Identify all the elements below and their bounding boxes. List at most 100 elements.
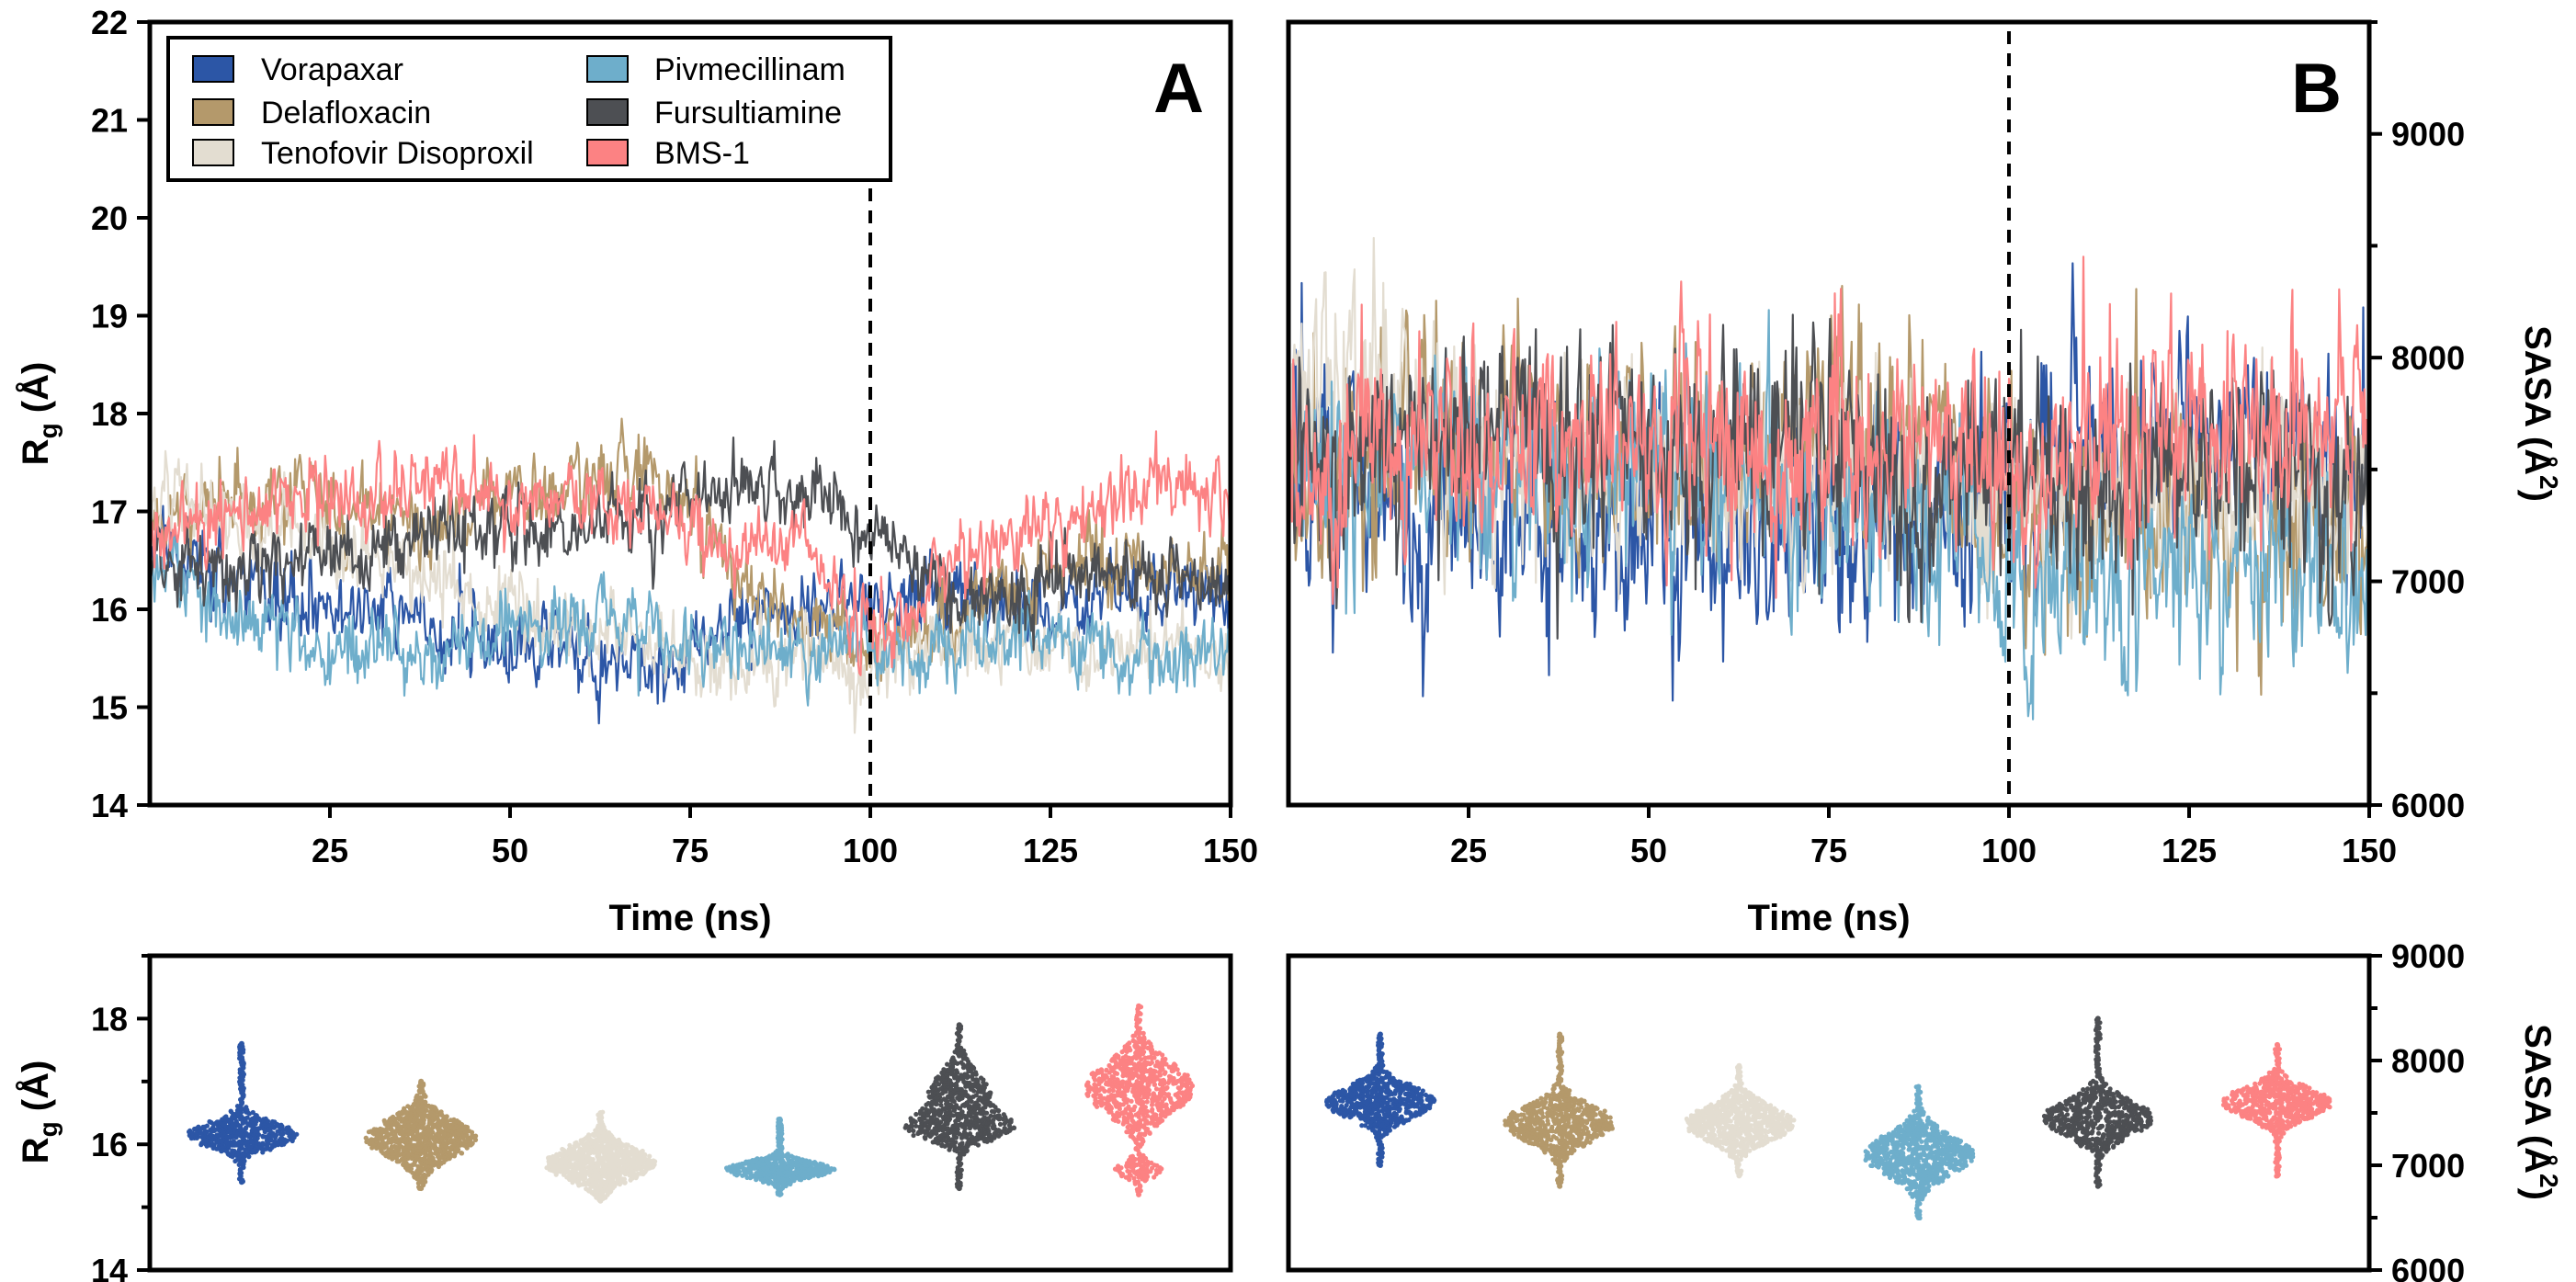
panel-rg-dist-point bbox=[972, 1070, 978, 1075]
panel-rg-dist-point bbox=[278, 1122, 284, 1128]
panel-rg-dist-point bbox=[459, 1151, 464, 1156]
panel-rg-dist-point bbox=[945, 1061, 950, 1067]
panel-rg-dist-y-label: Rg (Å) bbox=[15, 1061, 62, 1164]
panel-rg-dist-point bbox=[231, 1139, 236, 1144]
panel-rg-dist-point bbox=[1172, 1061, 1177, 1067]
panel-b-letter: B bbox=[2291, 50, 2342, 128]
panel-b-x-tick-label: 50 bbox=[1630, 832, 1667, 869]
panel-b-y-label-sup: 2 bbox=[2535, 475, 2563, 490]
panel-rg-dist-point bbox=[969, 1118, 974, 1124]
panel-rg-dist-point-min bbox=[597, 1197, 604, 1204]
panel-b-x-tick-label: 25 bbox=[1450, 832, 1487, 869]
panel-rg-dist-point-min bbox=[418, 1186, 425, 1192]
panel-rg-dist-point bbox=[785, 1152, 790, 1158]
panel-rg-dist-y-label-main: R bbox=[16, 1137, 56, 1163]
panel-b-series-bms-1 bbox=[1287, 255, 2371, 606]
panel-a-y-tick-label: 14 bbox=[91, 787, 128, 824]
panel-a-series-bms-1 bbox=[148, 430, 1232, 676]
panel-a-x-tick-label: 25 bbox=[312, 832, 348, 869]
panel-rg-dist-point bbox=[209, 1119, 214, 1125]
panel-rg-dist-point bbox=[1098, 1067, 1104, 1072]
legend-swatch-tenofovir bbox=[192, 139, 234, 166]
panel-rg-dist-point bbox=[935, 1117, 940, 1123]
legend-frame bbox=[166, 36, 892, 182]
panel-rg-dist-point bbox=[573, 1140, 579, 1145]
panel-rg-dist-point bbox=[1144, 1099, 1150, 1105]
panel-rg-dist-point bbox=[388, 1127, 393, 1132]
panel-rg-dist-point bbox=[959, 1140, 965, 1146]
panel-b-series-group bbox=[1287, 236, 2371, 720]
panel-rg-dist-point bbox=[1121, 1115, 1127, 1120]
panel-a-y-label-sub: g bbox=[34, 423, 62, 438]
panel-rg-dist-point bbox=[1090, 1071, 1095, 1076]
legend: Vorapaxar Delafloxacin Tenofovir Disopro… bbox=[166, 36, 892, 182]
panel-a-series-group bbox=[148, 417, 1232, 734]
panel-rg-dist-point-min bbox=[238, 1179, 244, 1186]
panel-rg-dist-point bbox=[996, 1108, 1002, 1114]
panel-rg-dist-point bbox=[246, 1154, 252, 1160]
panel-b-y-tick-label: 8000 bbox=[2391, 339, 2465, 377]
panel-b-y-label: SASA (Å2) bbox=[2517, 325, 2563, 502]
panel-rg-dist-point bbox=[1126, 1129, 1131, 1135]
panel-rg-dist-point bbox=[1152, 1069, 1158, 1074]
panel-rg-dist-point bbox=[1114, 1071, 1120, 1076]
panel-rg-dist-point bbox=[734, 1163, 740, 1168]
panel-rg-dist-point bbox=[941, 1067, 947, 1072]
panel-rg-dist-point bbox=[1129, 1098, 1134, 1104]
panel-rg-dist-point bbox=[1150, 1106, 1155, 1112]
panel-rg-dist-point bbox=[1001, 1112, 1006, 1117]
panel-a-x-ticks: 25 50 75 100 125 150 bbox=[312, 805, 1258, 869]
panel-rg-dist-point bbox=[936, 1074, 941, 1080]
panel-rg-dist-point bbox=[903, 1123, 909, 1129]
panel-rg-dist-point bbox=[911, 1132, 916, 1139]
panel-rg-dist-point bbox=[244, 1115, 250, 1120]
panel-rg-dist-point bbox=[1164, 1084, 1170, 1091]
panel-rg-dist-point bbox=[1145, 1127, 1151, 1132]
panel-rg-dist-point bbox=[1148, 1067, 1153, 1072]
panel-rg-dist-point-min bbox=[956, 1186, 962, 1192]
panel-rg-dist-point bbox=[1146, 1039, 1152, 1045]
panel-b-series-fursultiamine bbox=[1287, 313, 2371, 640]
panel-rg-dist-point bbox=[1123, 1053, 1129, 1059]
panel-rg-dist-point bbox=[448, 1117, 454, 1123]
panel-rg-dist-swarm-bms-1 bbox=[1084, 1003, 1196, 1197]
legend-swatch-vorapaxar bbox=[192, 55, 234, 83]
panel-rg-dist-point bbox=[963, 1056, 969, 1061]
panel-rg-dist-point bbox=[755, 1156, 760, 1162]
panel-rg-dist-point bbox=[223, 1114, 229, 1119]
panel-rg-dist-point bbox=[1185, 1072, 1190, 1078]
panel-a-series-pivmecillinam bbox=[148, 532, 1232, 707]
panel-rg-dist-point bbox=[567, 1142, 573, 1148]
panel-rg-dist-point bbox=[261, 1117, 267, 1122]
panel-rg-dist-point bbox=[1085, 1080, 1091, 1085]
panel-rg-dist-point bbox=[239, 1114, 244, 1119]
panel-rg-dist-swarm-delafloxacin bbox=[363, 1078, 479, 1192]
panel-b-y-label-close: ) bbox=[2517, 490, 2558, 502]
panel-rg-dist-point bbox=[270, 1118, 276, 1125]
panel-rg-dist-point bbox=[1099, 1085, 1105, 1091]
panel-rg-dist-point bbox=[363, 1135, 369, 1140]
panel-rg-dist-point bbox=[1104, 1067, 1109, 1072]
panel-rg-dist-point bbox=[234, 1104, 241, 1109]
panel-rg-dist-point bbox=[967, 1080, 972, 1085]
panel-rg-dist-point bbox=[472, 1134, 478, 1140]
panel-rg-dist-point bbox=[1008, 1117, 1014, 1123]
panel-rg-dist-point bbox=[925, 1089, 931, 1095]
panel-b-y-label-main: SASA (Å bbox=[2517, 325, 2559, 475]
panel-rg-dist-point bbox=[204, 1123, 210, 1129]
panel-rg-dist-point bbox=[1162, 1078, 1167, 1083]
panel-rg-dist-point bbox=[949, 1137, 956, 1142]
panel-rg-dist-point bbox=[1130, 1033, 1136, 1038]
panel-rg-dist-point bbox=[1163, 1102, 1169, 1107]
panel-rg-dist-point bbox=[1114, 1052, 1119, 1058]
panel-rg-dist-point bbox=[1092, 1082, 1097, 1087]
panel-rg-dist-point bbox=[908, 1116, 914, 1121]
panel-rg-dist-point bbox=[275, 1122, 280, 1128]
panel-b-x-tick-label: 100 bbox=[1981, 832, 2037, 869]
panel-rg-dist-point bbox=[448, 1138, 454, 1143]
panel-a-y-label-main: R bbox=[16, 438, 56, 465]
panel-a-x-tick-label: 75 bbox=[672, 832, 709, 869]
panel-rg-dist-point bbox=[426, 1172, 431, 1177]
